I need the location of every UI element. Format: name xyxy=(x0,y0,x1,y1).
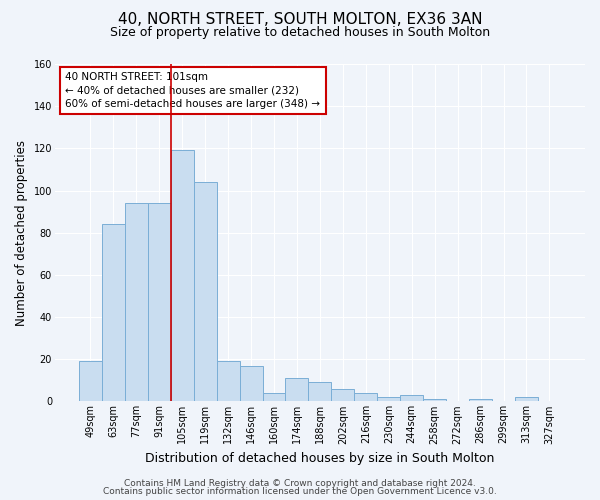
Text: Contains HM Land Registry data © Crown copyright and database right 2024.: Contains HM Land Registry data © Crown c… xyxy=(124,478,476,488)
Bar xyxy=(355,393,377,402)
Text: Contains public sector information licensed under the Open Government Licence v3: Contains public sector information licen… xyxy=(103,487,497,496)
Bar xyxy=(102,224,125,402)
Text: Size of property relative to detached houses in South Molton: Size of property relative to detached ho… xyxy=(110,26,490,39)
Bar xyxy=(377,397,400,402)
Bar xyxy=(148,203,171,402)
Bar xyxy=(239,366,263,402)
Bar xyxy=(423,400,446,402)
Bar xyxy=(308,382,331,402)
Bar xyxy=(331,388,355,402)
Bar xyxy=(194,182,217,402)
Text: 40, NORTH STREET, SOUTH MOLTON, EX36 3AN: 40, NORTH STREET, SOUTH MOLTON, EX36 3AN xyxy=(118,12,482,28)
Bar xyxy=(400,395,423,402)
Y-axis label: Number of detached properties: Number of detached properties xyxy=(15,140,28,326)
X-axis label: Distribution of detached houses by size in South Molton: Distribution of detached houses by size … xyxy=(145,452,494,465)
Bar xyxy=(286,378,308,402)
Bar xyxy=(263,393,286,402)
Bar xyxy=(171,150,194,402)
Bar xyxy=(125,203,148,402)
Bar xyxy=(469,400,492,402)
Bar xyxy=(217,362,239,402)
Bar xyxy=(79,362,102,402)
Bar xyxy=(515,397,538,402)
Text: 40 NORTH STREET: 101sqm
← 40% of detached houses are smaller (232)
60% of semi-d: 40 NORTH STREET: 101sqm ← 40% of detache… xyxy=(65,72,320,109)
